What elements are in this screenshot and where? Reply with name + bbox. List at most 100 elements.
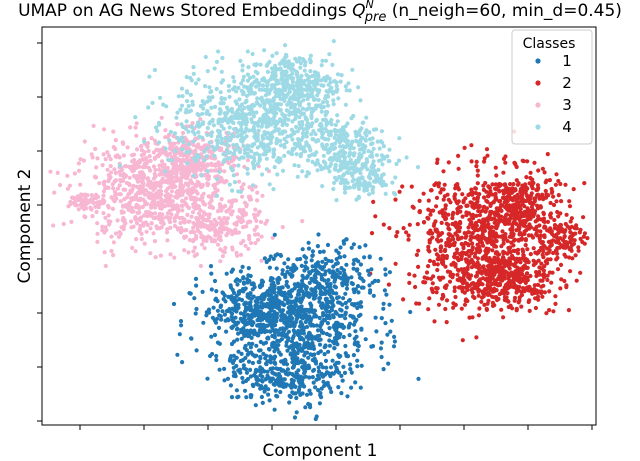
point-class-4 (275, 91, 280, 96)
point-class-3 (158, 206, 163, 211)
point-class-3 (178, 178, 184, 183)
point-class-4 (283, 43, 288, 48)
point-class-3 (154, 224, 159, 229)
point-class-4 (238, 58, 243, 64)
point-class-4 (167, 138, 172, 143)
point-class-2 (511, 276, 516, 281)
point-class-2 (545, 273, 550, 278)
point-class-3 (178, 230, 184, 235)
point-class-1 (311, 323, 316, 328)
point-class-2 (494, 239, 499, 244)
point-class-1 (295, 331, 300, 336)
point-class-2 (578, 227, 583, 232)
point-class-4 (189, 78, 194, 83)
point-class-2 (497, 219, 502, 224)
point-class-2 (434, 195, 440, 200)
point-class-3 (255, 198, 260, 203)
point-class-2 (470, 192, 475, 197)
point-class-4 (274, 78, 279, 83)
point-class-2 (544, 192, 549, 197)
point-class-4 (346, 170, 351, 175)
point-class-2 (578, 236, 583, 241)
point-class-4 (253, 63, 258, 68)
point-class-4 (205, 126, 210, 131)
point-class-1 (219, 317, 224, 322)
point-class-4 (335, 72, 341, 77)
point-class-2 (485, 301, 490, 306)
point-class-3 (224, 209, 230, 214)
point-class-1 (209, 287, 214, 292)
title-subscript: pre (364, 10, 387, 25)
point-class-1 (391, 344, 397, 349)
point-class-3 (198, 263, 203, 269)
point-class-4 (315, 88, 320, 93)
point-class-1 (250, 341, 255, 346)
point-class-3 (229, 204, 234, 209)
point-class-1 (349, 370, 354, 375)
point-class-1 (322, 352, 327, 357)
point-class-1 (309, 341, 314, 346)
point-class-4 (246, 143, 251, 148)
point-class-3 (198, 117, 203, 122)
point-class-2 (450, 216, 455, 221)
point-class-3 (186, 250, 191, 255)
point-class-4 (332, 152, 337, 157)
point-class-3 (118, 199, 123, 204)
point-class-3 (196, 167, 201, 172)
point-class-2 (481, 183, 486, 188)
point-class-1 (341, 364, 346, 369)
point-class-2 (443, 306, 448, 312)
point-class-4 (317, 128, 322, 133)
point-class-3 (183, 234, 189, 239)
point-class-2 (495, 252, 500, 257)
point-class-1 (348, 367, 353, 372)
point-class-4 (210, 144, 215, 149)
point-class-3 (191, 220, 196, 226)
point-class-2 (514, 270, 519, 275)
point-class-2 (550, 189, 555, 194)
point-class-4 (236, 163, 241, 168)
point-class-1 (408, 309, 413, 315)
point-class-3 (94, 209, 99, 215)
point-class-3 (169, 212, 174, 217)
point-class-2 (472, 196, 477, 201)
point-class-4 (300, 119, 305, 125)
point-class-4 (342, 190, 348, 195)
point-class-1 (337, 335, 342, 340)
point-class-2 (487, 263, 492, 268)
point-class-3 (55, 170, 60, 175)
point-class-3 (257, 209, 262, 214)
point-class-3 (255, 232, 261, 237)
point-class-2 (558, 226, 563, 231)
point-class-3 (300, 219, 305, 224)
point-class-4 (261, 76, 266, 81)
point-class-3 (117, 155, 122, 160)
point-class-1 (171, 301, 177, 307)
point-class-2 (473, 186, 478, 191)
point-class-2 (532, 196, 537, 201)
point-class-2 (466, 225, 471, 230)
point-class-2 (533, 305, 539, 311)
point-class-4 (210, 119, 215, 124)
point-class-4 (342, 186, 348, 192)
point-class-2 (496, 188, 501, 193)
point-class-2 (547, 308, 552, 313)
point-class-4 (257, 87, 262, 92)
point-class-1 (234, 388, 239, 393)
point-class-3 (152, 138, 157, 143)
point-class-1 (208, 264, 214, 269)
point-class-4 (383, 191, 388, 196)
point-class-2 (446, 239, 451, 244)
point-class-4 (219, 141, 224, 146)
point-class-3 (178, 220, 183, 226)
point-class-4 (224, 105, 230, 110)
point-class-1 (385, 332, 390, 337)
point-class-4 (231, 134, 236, 139)
point-class-3 (188, 178, 193, 183)
point-class-3 (131, 152, 137, 157)
point-class-2 (446, 222, 451, 227)
point-class-4 (301, 98, 306, 103)
point-class-4 (397, 136, 402, 141)
point-class-3 (220, 254, 225, 259)
point-class-1 (312, 308, 317, 313)
